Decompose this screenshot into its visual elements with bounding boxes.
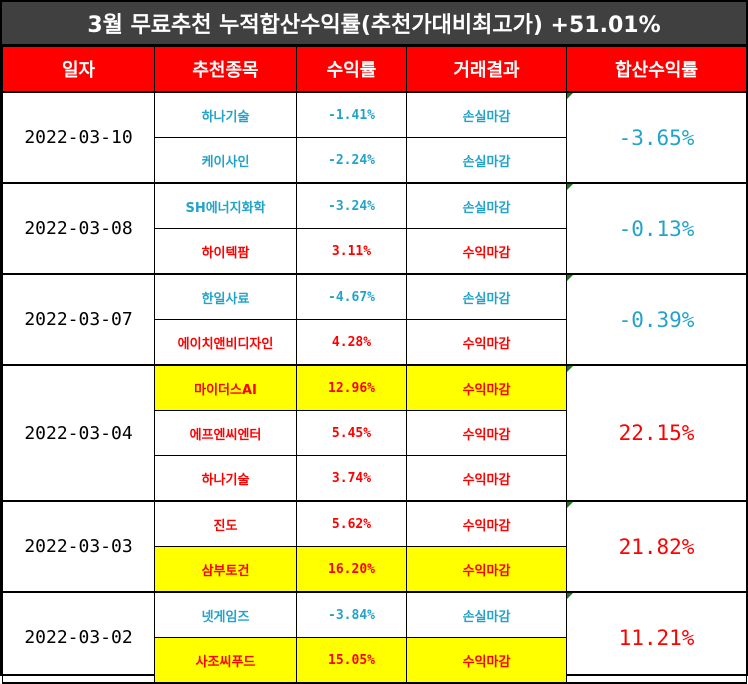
stock-name-cell: 넷게임즈 xyxy=(154,591,297,638)
date-cell: 2022-03-10 xyxy=(2,91,155,184)
total-return-cell: 21.82% xyxy=(566,500,747,593)
header-return: 수익률 xyxy=(296,46,407,93)
stock-name-cell: 마이더스AI xyxy=(154,364,297,411)
result-cell: 수익마감 xyxy=(406,364,567,411)
table-row: 2022-03-10 하나기술 -1.41% 손실마감 -3.65% xyxy=(2,91,747,184)
table-row: 2022-03-08 SH에너지화학 -3.24% 손실마감 -0.13% xyxy=(2,182,747,275)
stock-name-cell: 하나기술 xyxy=(154,91,297,138)
table-row: 2022-03-03 진도 5.62% 수익마감 21.82% xyxy=(2,500,747,593)
stock-name-cell: 진도 xyxy=(154,500,297,547)
stock-name-cell: 에프엔씨엔터 xyxy=(154,410,297,456)
table-row: 2022-03-07 한일사료 -4.67% 손실마감 -0.39% xyxy=(2,273,747,366)
return-cell: 3.11% xyxy=(296,228,407,275)
recommendation-table: 일자 추천종목 수익률 거래결과 합산수익률 2022-03-10 하나기술 -1.… xyxy=(2,46,747,684)
table-row: 하나기술 3.74% 수익마감 xyxy=(3,455,747,502)
table-row: 2022-03-04 마이더스AI 12.96% 수익마감 22.15% xyxy=(2,364,747,502)
result-cell: 수익마감 xyxy=(406,319,567,366)
stock-name-cell: SH에너지화학 xyxy=(154,182,297,229)
header-stock: 추천종목 xyxy=(154,46,297,93)
result-cell: 손실마감 xyxy=(406,273,567,320)
table-row: 에이치앤비디자인 4.28% 수익마감 xyxy=(3,319,747,366)
date-cell: 2022-03-03 xyxy=(2,500,155,593)
stock-name-cell: 케이사인 xyxy=(154,137,297,184)
stock-name-cell: 하나기술 xyxy=(154,455,297,502)
total-return-cell: 22.15% xyxy=(566,364,747,502)
stock-name-cell: 삼부토건 xyxy=(154,546,297,593)
return-cell: -3.84% xyxy=(296,591,407,638)
date-cell: 2022-03-08 xyxy=(2,182,155,275)
table-row: 2022-03-02 넷게임즈 -3.84% 손실마감 11.21% xyxy=(2,591,747,684)
return-cell: 5.62% xyxy=(296,500,407,547)
return-cell: 4.28% xyxy=(296,319,407,366)
return-cell: 3.74% xyxy=(296,455,407,502)
table-body: 2022-03-10 하나기술 -1.41% 손실마감 -3.65% 케이사인 -2.24%… xyxy=(2,91,747,684)
stock-name-cell: 에이치앤비디자인 xyxy=(154,319,297,366)
header-row: 일자 추천종목 수익률 거래결과 합산수익률 xyxy=(2,46,747,93)
header-date: 일자 xyxy=(2,46,155,93)
page-title: 3월 무료추천 누적합산수익률(추천가대비최고가) +51.01% xyxy=(2,2,746,46)
stock-name-cell: 사조씨푸드 xyxy=(154,637,297,684)
result-cell: 손실마감 xyxy=(406,591,567,638)
result-cell: 수익마감 xyxy=(406,410,567,456)
return-cell: -1.41% xyxy=(296,91,407,138)
table-row: 에프엔씨엔터 5.45% 수익마감 xyxy=(3,410,747,456)
header-result: 거래결과 xyxy=(406,46,567,93)
result-cell: 수익마감 xyxy=(406,455,567,502)
total-return-cell: 11.21% xyxy=(566,591,747,684)
total-return-cell: -0.39% xyxy=(566,273,747,366)
date-cell: 2022-03-02 xyxy=(2,591,155,684)
header-total: 합산수익률 xyxy=(566,46,747,93)
total-return-cell: -3.65% xyxy=(566,91,747,184)
date-cell: 2022-03-07 xyxy=(2,273,155,366)
date-cell: 2022-03-04 xyxy=(2,364,155,502)
result-cell: 손실마감 xyxy=(406,182,567,229)
table-row: 삼부토건 16.20% 수익마감 xyxy=(3,546,747,593)
table-row: 하이텍팜 3.11% 수익마감 xyxy=(3,228,747,275)
return-cell: -4.67% xyxy=(296,273,407,320)
stock-name-cell: 하이텍팜 xyxy=(154,228,297,275)
result-cell: 수익마감 xyxy=(406,546,567,593)
stock-name-cell: 한일사료 xyxy=(154,273,297,320)
result-cell: 수익마감 xyxy=(406,228,567,275)
result-cell: 손실마감 xyxy=(406,137,567,184)
return-cell: 5.45% xyxy=(296,410,407,456)
table-row: 케이사인 -2.24% 손실마감 xyxy=(3,137,747,184)
return-cell: 16.20% xyxy=(296,546,407,593)
return-cell: 15.05% xyxy=(296,637,407,684)
result-cell: 수익마감 xyxy=(406,500,567,547)
result-cell: 손실마감 xyxy=(406,91,567,138)
return-cell: -2.24% xyxy=(296,137,407,184)
result-cell: 수익마감 xyxy=(406,637,567,684)
total-return-cell: -0.13% xyxy=(566,182,747,275)
return-cell: -3.24% xyxy=(296,182,407,229)
return-cell: 12.96% xyxy=(296,364,407,411)
